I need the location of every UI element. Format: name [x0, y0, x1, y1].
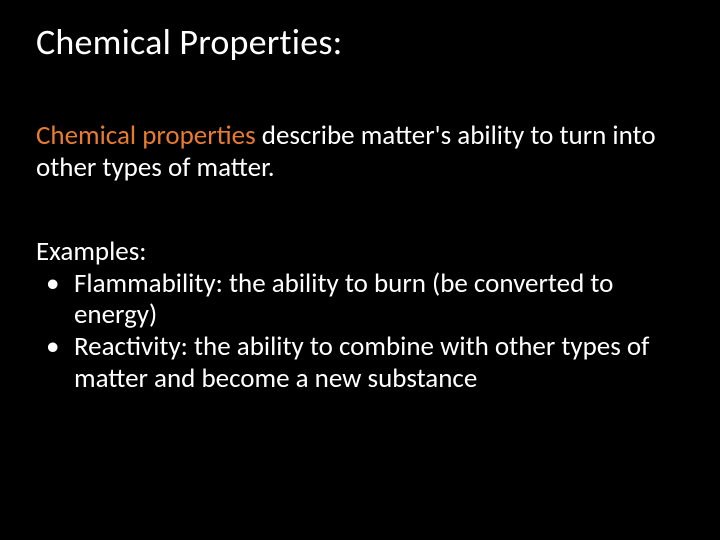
list-item: Flammability: the ability to burn (be co… [36, 268, 684, 332]
list-item: Reactivity: the ability to combine with … [36, 331, 684, 395]
definition-highlight-term: Chemical properties [36, 119, 256, 152]
slide-container: Chemical Properties: Chemical properties… [0, 0, 720, 540]
examples-label: Examples: [36, 236, 684, 268]
examples-block: Examples: Flammability: the ability to b… [36, 236, 684, 395]
example-term: Reactivity: [74, 330, 188, 363]
definition-paragraph: Chemical properties describe matter's ab… [36, 120, 684, 184]
examples-list: Flammability: the ability to burn (be co… [36, 268, 684, 395]
slide-title: Chemical Properties: [36, 20, 684, 64]
example-term: Flammability: [74, 267, 223, 300]
